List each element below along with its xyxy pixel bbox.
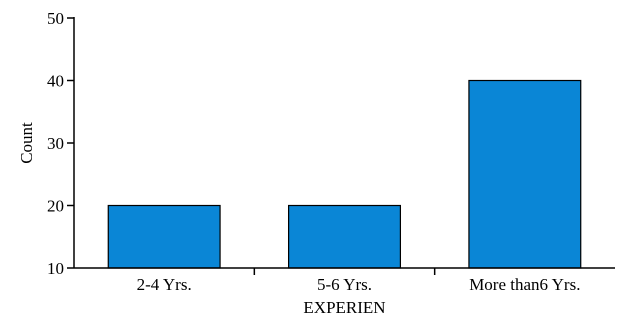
y-tick-label: 10 bbox=[47, 259, 64, 278]
y-tick-label: 40 bbox=[47, 72, 64, 91]
y-tick-label: 20 bbox=[47, 197, 64, 216]
y-tick-label: 30 bbox=[47, 134, 64, 153]
bar bbox=[107, 204, 221, 269]
y-axis-label: Count bbox=[17, 122, 36, 164]
x-axis-ticks: 2-4 Yrs. 5-6 Yrs. More than6 Yrs. bbox=[137, 268, 580, 294]
x-tick-label: 2-4 Yrs. bbox=[137, 275, 192, 294]
bars bbox=[107, 79, 582, 269]
y-axis-ticks: 10 20 30 40 50 bbox=[47, 9, 74, 278]
bar bbox=[287, 204, 402, 269]
x-axis-label: EXPERIEN bbox=[303, 298, 385, 317]
x-tick-label: 5-6 Yrs. bbox=[317, 275, 372, 294]
y-tick-label: 50 bbox=[47, 9, 64, 28]
x-tick-label: More than6 Yrs. bbox=[469, 275, 580, 294]
bar bbox=[468, 79, 582, 269]
